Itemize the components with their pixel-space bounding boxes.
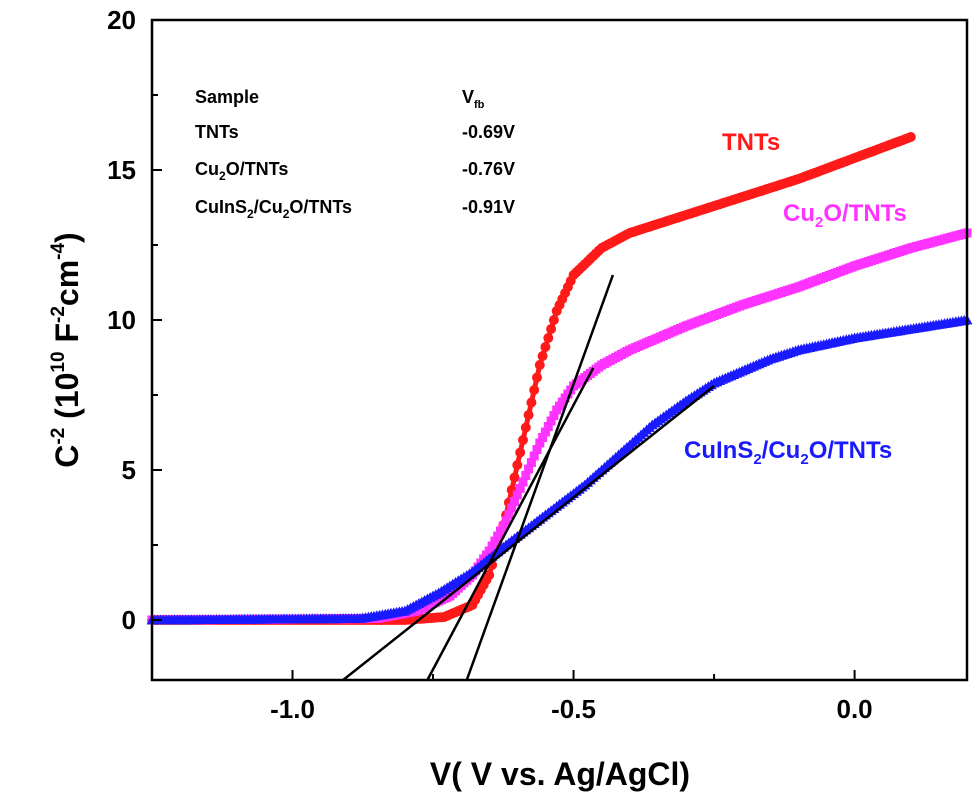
series-point <box>518 477 528 487</box>
series-point <box>529 451 539 461</box>
plot-frame <box>150 18 969 682</box>
series-layer <box>146 132 973 625</box>
x-tick-label-1: -0.5 <box>551 694 596 724</box>
series-point <box>493 531 503 541</box>
series-point <box>540 342 551 352</box>
series-line-cuins2-cu2o-tnts <box>151 317 968 623</box>
fit-line-cuins2-cu2o-tnts <box>342 385 715 681</box>
series-point <box>518 435 528 445</box>
table-row-name-2: CuInS2/Cu2O/TNTs <box>195 197 352 221</box>
series-label-cuins2-cu2o-tnts: CuInS2/Cu2O/TNTs <box>684 437 892 468</box>
y-axis-title-e: ) <box>49 232 85 243</box>
fit-lines <box>342 274 715 681</box>
series-point <box>484 546 494 556</box>
series-point <box>515 484 525 493</box>
series-point <box>532 445 542 454</box>
series-point <box>537 351 548 361</box>
y-axis-title-c-sup: -2 <box>48 306 69 323</box>
series-point <box>524 464 534 474</box>
series-point <box>490 536 500 546</box>
series-point <box>532 372 542 383</box>
series-point <box>543 333 554 343</box>
series-point <box>501 516 511 526</box>
series-cuins2-cu2o-tnts <box>146 314 973 625</box>
series-label-cu2o-tnts: Cu2O/TNTs <box>783 200 907 231</box>
series-point <box>538 433 548 442</box>
series-point <box>523 410 534 420</box>
series-point <box>526 397 537 408</box>
series-point <box>520 422 531 433</box>
series-point <box>529 385 540 395</box>
series-point <box>905 132 916 142</box>
series-point <box>510 497 519 506</box>
series-point <box>548 315 559 325</box>
fit-line-cu2o-tnts <box>426 367 595 681</box>
y-axis-title-b: (10 <box>49 373 85 428</box>
series-point <box>498 521 508 531</box>
series-point <box>487 541 497 551</box>
series-point <box>507 503 517 513</box>
series-point <box>549 411 559 420</box>
y-axis-title: C-2 (1010 F-2cm-4) <box>48 232 85 467</box>
vfb-table: Sample Vfb TNTs -0.69V Cu2O/TNTs -0.76V CuIn… <box>195 87 515 221</box>
table-row-name-1: Cu2O/TNTs <box>195 159 288 183</box>
series-point <box>526 458 536 467</box>
x-tick-label-2: 0.0 <box>837 694 873 724</box>
table-header-sample: Sample <box>195 87 259 107</box>
y-axis-title-d-sup: -4 <box>48 243 69 260</box>
series-point <box>512 460 523 470</box>
table-row-value-2: -0.91V <box>462 197 515 217</box>
y-axis-title-c: F <box>49 323 85 351</box>
series-point <box>540 427 550 437</box>
y-axis-title-d: cm <box>49 260 85 306</box>
table-header-vfb: Vfb <box>462 87 485 111</box>
series-point <box>515 447 526 458</box>
series-point <box>512 490 522 500</box>
y-axis-title-a-sup: -2 <box>48 428 69 445</box>
ticks-layer: -1.0 -0.5 0.0 0 5 10 15 20 <box>107 5 873 724</box>
y-tick-label-4: 20 <box>107 5 136 35</box>
y-tick-label-3: 15 <box>107 155 136 185</box>
series-point <box>534 360 545 370</box>
table-rows: TNTs -0.69V Cu2O/TNTs -0.76V CuInS2/Cu2O/TNT… <box>195 122 515 221</box>
series-labels: TNTs Cu2O/TNTs CuInS2/Cu2O/TNTs <box>684 129 907 468</box>
series-point <box>496 526 505 536</box>
y-axis-title-b-sup: 10 <box>48 351 69 372</box>
x-axis-title: V( V vs. Ag/AgCl) <box>430 756 690 792</box>
series-point <box>521 471 531 480</box>
y-tick-label-0: 0 <box>122 605 136 635</box>
y-axis-title-a: C <box>49 445 85 468</box>
series-point <box>484 570 495 580</box>
series-point <box>543 422 553 431</box>
table-row-name-0: TNTs <box>195 122 239 142</box>
table-header-vfb-sub: fb <box>474 99 485 111</box>
series-point <box>546 324 557 334</box>
series-point <box>546 416 556 426</box>
y-tick-label-2: 10 <box>107 305 136 335</box>
series-label-tnts: TNTs <box>722 129 780 156</box>
table-row-value-0: -0.69V <box>462 122 515 142</box>
series-point <box>535 438 545 448</box>
fit-line-tnts <box>465 274 615 681</box>
x-tick-label-0: -1.0 <box>270 694 315 724</box>
table-row-value-1: -0.76V <box>462 159 515 179</box>
y-tick-label-1: 5 <box>122 455 136 485</box>
series-point <box>509 472 520 483</box>
series-point <box>504 510 514 519</box>
table-header-vfb-main: V <box>462 87 474 107</box>
